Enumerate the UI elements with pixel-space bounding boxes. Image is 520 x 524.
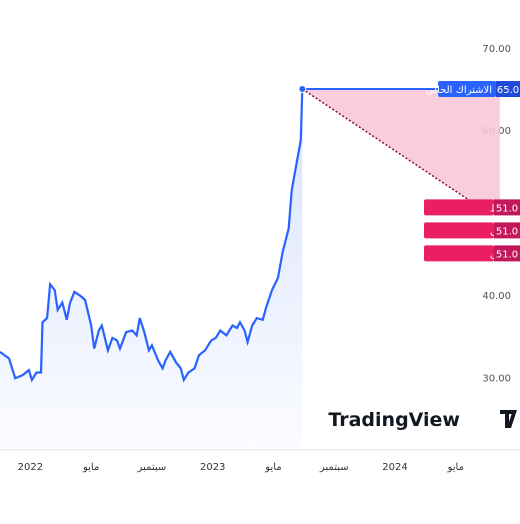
watermark: TradingView xyxy=(328,409,460,431)
x-tick-label: مايو xyxy=(447,462,464,473)
forecast-label-box xyxy=(424,199,494,216)
y-tick-label: 40.00 xyxy=(482,291,511,302)
x-tick-label: سبتمبر xyxy=(137,462,167,473)
x-tick-label: 2023 xyxy=(200,462,225,473)
x-tick-label: سبتمبر xyxy=(319,462,349,473)
x-tick-label: 2024 xyxy=(382,462,407,473)
current-value-box xyxy=(496,81,520,98)
forecast-value: 51.0 xyxy=(496,249,518,260)
forecast-value-box xyxy=(494,245,520,262)
forecast-value-box xyxy=(494,199,520,216)
forecast-value-box xyxy=(494,222,520,239)
forecast-value: 51.0 xyxy=(496,203,518,214)
x-tick-label: مايو xyxy=(264,462,281,473)
logo xyxy=(500,410,517,428)
current-value: 65.0 xyxy=(497,85,519,96)
x-tick-label: مايو xyxy=(82,462,99,473)
x-tick-label: 2022 xyxy=(18,462,43,473)
forecast-label-box xyxy=(424,245,494,262)
price-line xyxy=(0,88,304,383)
forecast-average xyxy=(301,88,476,206)
forecast-range xyxy=(302,89,500,205)
current-label: الاشتراك الحالي xyxy=(426,85,492,96)
y-tick-label: 70.00 xyxy=(482,44,511,55)
area xyxy=(0,89,303,450)
current-label-box xyxy=(438,81,496,98)
forecast-label-box xyxy=(424,222,494,239)
current-point xyxy=(298,85,307,94)
forecast-value: 51.0 xyxy=(496,226,518,237)
y-tick-label: 30.00 xyxy=(482,373,511,384)
